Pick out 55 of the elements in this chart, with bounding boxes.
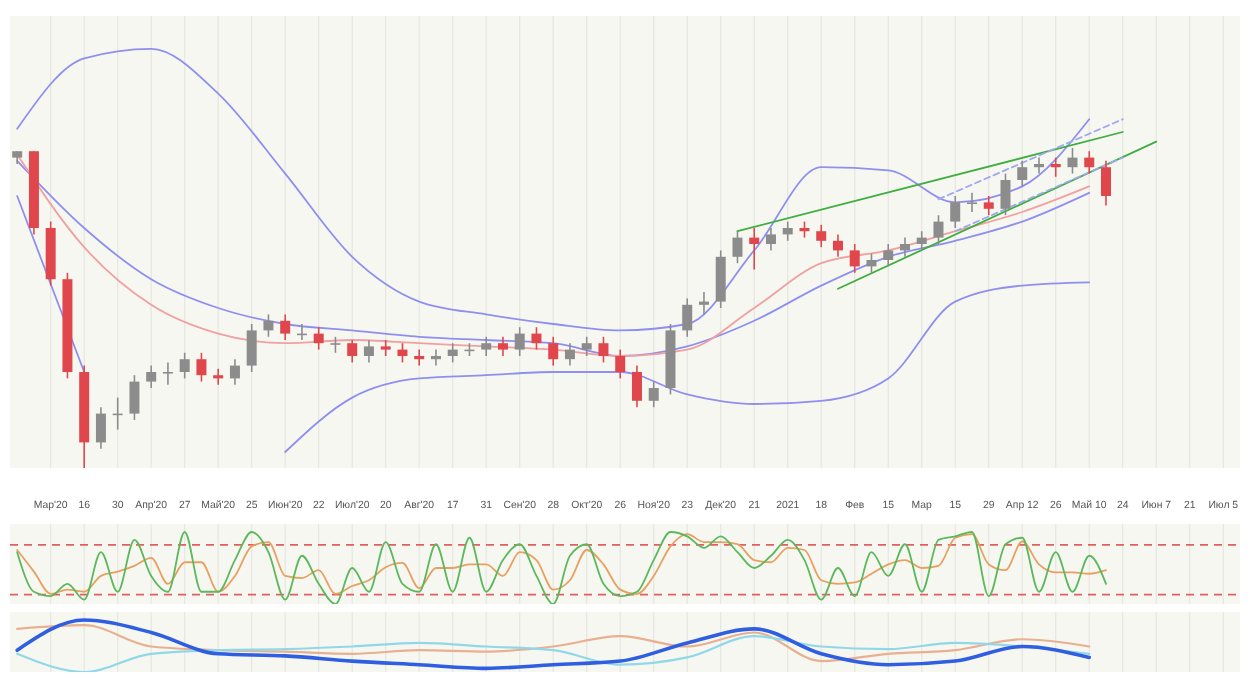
candlestick	[1050, 156, 1061, 178]
candlestick	[548, 336, 559, 367]
candlestick	[598, 336, 609, 364]
candlestick	[866, 252, 877, 274]
candlestick	[765, 227, 776, 252]
candlestick	[1017, 160, 1028, 188]
candlestick	[146, 364, 157, 389]
candlestick	[531, 326, 542, 351]
candlestick	[816, 224, 827, 248]
candlestick	[213, 368, 224, 386]
candlestick	[899, 236, 910, 258]
candlestick	[95, 406, 106, 450]
candlestick	[162, 361, 173, 386]
candlestick	[966, 192, 977, 213]
candlestick	[1033, 156, 1044, 175]
candlestick	[581, 336, 592, 357]
candlestick	[414, 348, 425, 367]
candlestick	[447, 342, 458, 364]
candlestick	[564, 342, 575, 367]
candlestick	[380, 339, 391, 357]
candlestick	[1100, 160, 1111, 207]
candlestick	[129, 374, 140, 421]
candlestick	[196, 352, 207, 383]
candlestick	[916, 230, 927, 252]
candlestick	[1067, 147, 1078, 175]
candlestick	[1000, 172, 1011, 216]
candlestick	[933, 214, 944, 245]
candlestick	[246, 323, 257, 373]
candlestick	[782, 220, 793, 242]
candlestick	[950, 195, 961, 229]
candlestick	[363, 339, 374, 364]
candlestick	[179, 352, 190, 380]
candlestick	[481, 336, 492, 357]
candlestick	[615, 348, 626, 380]
candlestick	[849, 243, 860, 274]
candlestick	[631, 364, 642, 408]
candlestick	[648, 380, 659, 408]
candlestick	[832, 233, 843, 258]
candlestick	[313, 326, 324, 351]
candlestick	[883, 243, 894, 268]
candlestick	[682, 297, 693, 338]
candlestick	[229, 358, 240, 386]
candlestick	[715, 249, 726, 309]
candlestick	[263, 313, 274, 338]
candlestick	[514, 326, 525, 357]
candlestick	[430, 348, 441, 367]
candlestick	[280, 313, 291, 341]
candlestick	[397, 342, 408, 364]
candlestick	[983, 195, 994, 216]
candlestick	[497, 336, 508, 357]
candlestick	[698, 291, 709, 316]
candlestick	[1084, 150, 1095, 175]
candlestick	[347, 339, 358, 364]
candlestick	[732, 230, 743, 264]
candlestick	[749, 227, 760, 271]
